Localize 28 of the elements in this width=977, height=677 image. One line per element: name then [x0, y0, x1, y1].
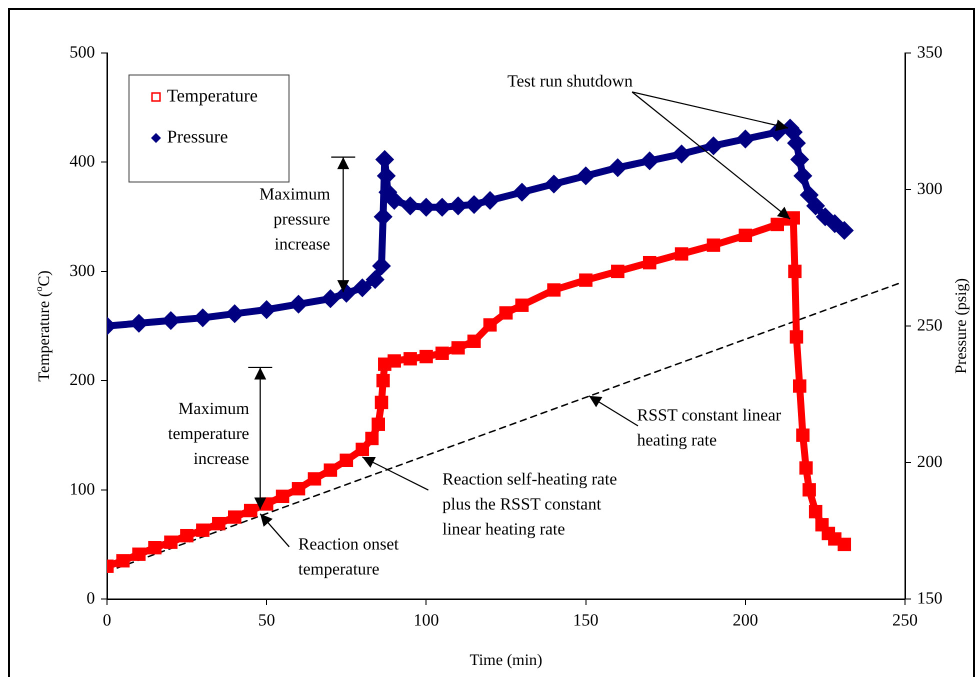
x-tick-label: 50	[258, 610, 276, 630]
y-tick-label: 0	[86, 588, 95, 608]
y-tick-label: 400	[70, 152, 95, 171]
y-axis-title: Temperature (oC)	[34, 270, 54, 382]
legend-label: Temperature	[167, 86, 258, 106]
y-tick-label: 300	[70, 260, 95, 280]
x-tick-label: 100	[413, 610, 439, 630]
y2-tick-label: 200	[917, 452, 942, 471]
legend-label: Pressure	[167, 126, 228, 147]
annotation: Reaction onset temperature	[298, 534, 400, 578]
y2-tick-label: 150	[917, 588, 942, 608]
y-tick-label: 100	[70, 479, 95, 498]
annotation: Reaction self-heating rate plus the RSST constant linear heating rate	[442, 470, 617, 539]
x-tick-label: 150	[573, 610, 599, 630]
y2-axis-title: Pressure (psig)	[953, 278, 970, 374]
y-tick-label: 500	[70, 42, 95, 62]
x-tick-label: 0	[102, 610, 112, 630]
y-tick-label: 200	[70, 370, 95, 390]
annotation: Test run shutdown	[507, 71, 634, 90]
x-tick-label: 200	[732, 610, 758, 630]
x-tick-label: 250	[892, 610, 918, 630]
x-axis-title: Time (min)	[470, 652, 542, 670]
annotation: Maximum temperature increase	[168, 398, 250, 468]
y2-tick-label: 250	[917, 315, 942, 334]
y2-tick-label: 350	[917, 42, 942, 62]
annotation: RSST constant linear heating rate	[636, 405, 782, 450]
annotation: Maximum pressure increase	[259, 184, 330, 254]
y2-tick-label: 300	[917, 178, 942, 198]
